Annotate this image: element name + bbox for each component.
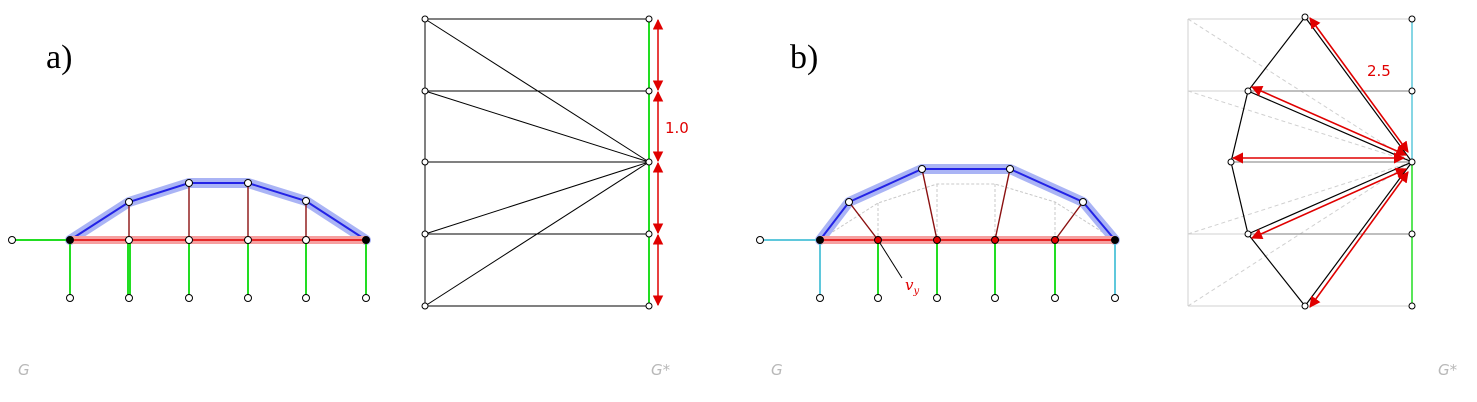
panel-a-supports [12, 239, 367, 298]
panel-a-label: a) [46, 39, 72, 76]
panel-a-top-chord [69, 182, 367, 241]
panel-b-horizontals [1231, 90, 1412, 235]
panel-b-graph-label: G [771, 361, 783, 379]
panel-a-force-nodes [421, 15, 653, 310]
panel-b-top-chord-halo [815, 164, 1120, 245]
panel-a-reciprocal-label: G* [651, 361, 671, 379]
panel-a-force-diagram: 1.0 G* [421, 15, 689, 379]
panel-b-force-diagram: 2.5 G* [1187, 13, 1458, 379]
panel-b-nodes [756, 165, 1119, 302]
panel-b-reciprocal-label: G* [1438, 361, 1458, 379]
panel-a-form-diagram: a) [8, 39, 371, 379]
panel-a-graph-label: G [18, 361, 30, 379]
panel-b-label: b) [790, 39, 818, 76]
panel-a-force-value: 1.0 [665, 119, 689, 137]
panel-b-form-diagram: b) [756, 39, 1120, 379]
panel-a-hangers [128, 183, 307, 240]
panel-b-force-nodes [1227, 13, 1416, 310]
panel-b-supports [760, 239, 1116, 298]
panel-b-force-value: 2.5 [1367, 62, 1391, 80]
panel-a-nodes [8, 179, 370, 302]
panel-b-top-chord [819, 168, 1116, 241]
panel-b-hangers [848, 168, 1084, 241]
panel-b-vertex-label: vy [905, 276, 919, 297]
panel-b-faded-geometry [819, 183, 1116, 241]
panel-a-force-lines [424, 18, 650, 307]
panel-b-vertex-pointer [877, 239, 903, 279]
panel-b-force-arrows [1231, 17, 1409, 308]
